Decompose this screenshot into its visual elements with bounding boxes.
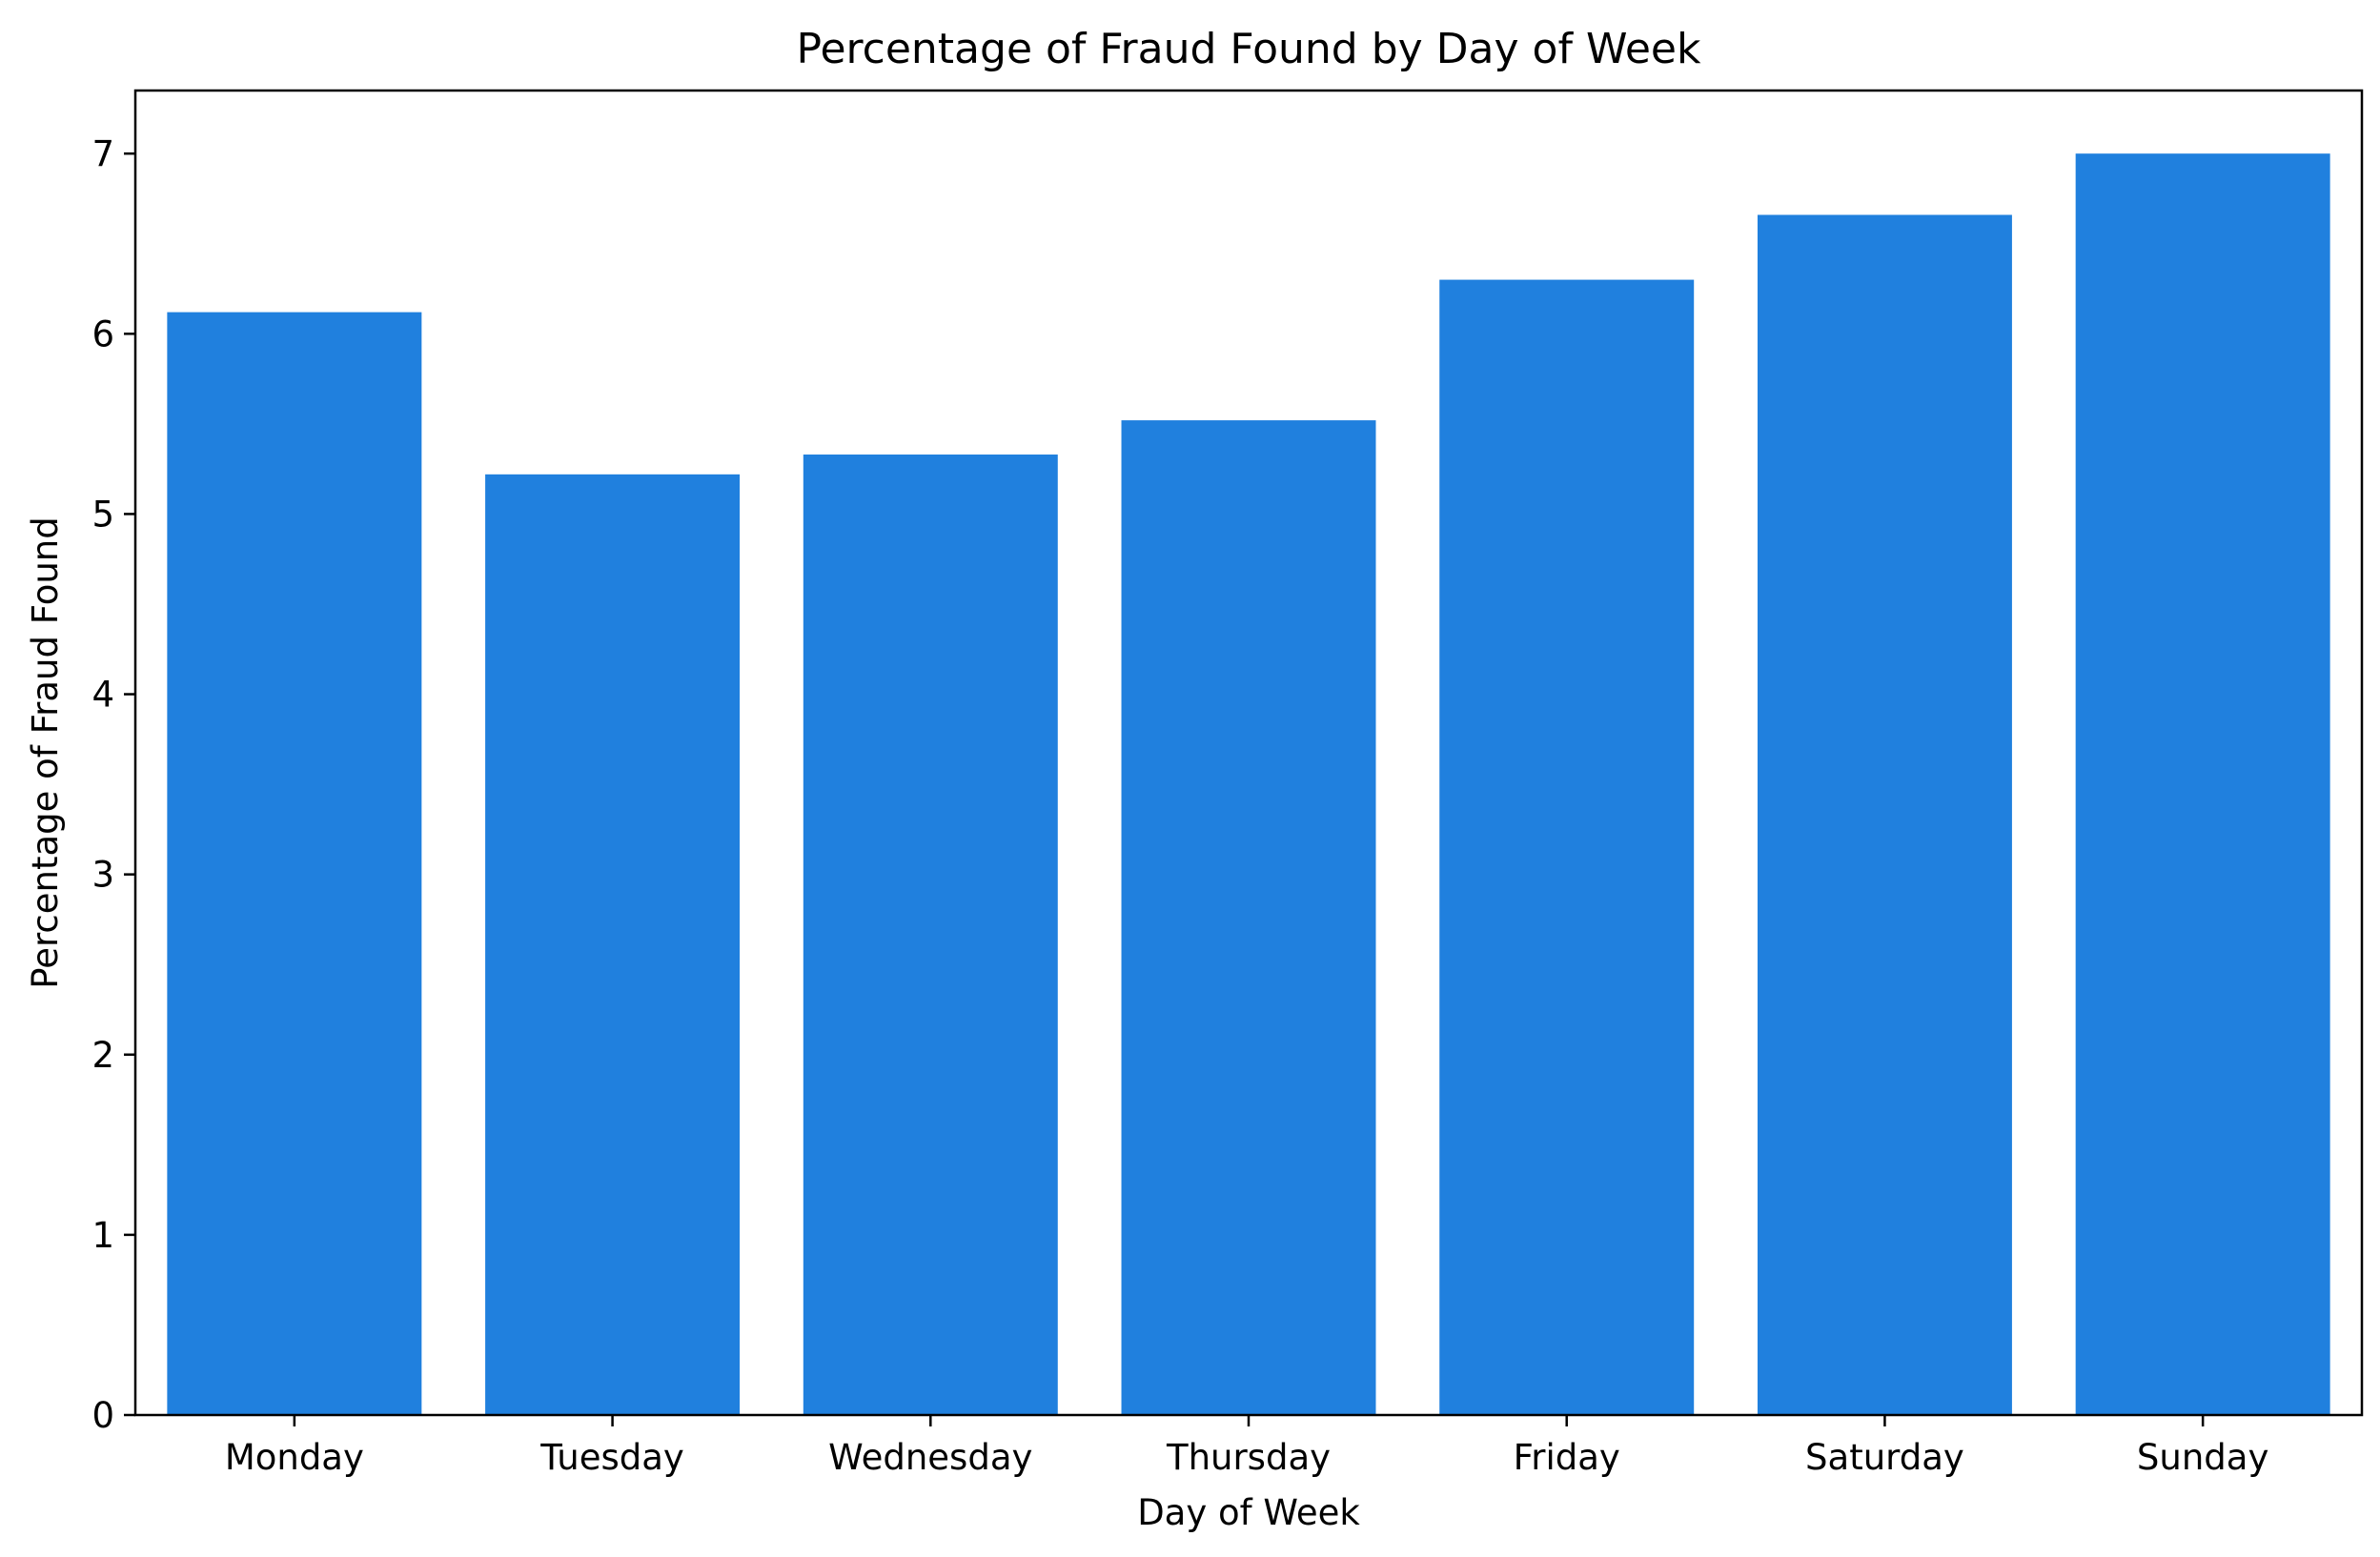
- y-tick-label-1: 1: [92, 1215, 114, 1256]
- bar-thursday: [1121, 420, 1376, 1415]
- x-axis-ticks: Monday Tuesday Wednesday Thursday Friday Satu…: [225, 1415, 2268, 1478]
- bar-monday: [167, 312, 422, 1415]
- chart-title: Percentage of Fraud Found by Day of Week: [797, 25, 1702, 73]
- x-tick-label-sunday: Sunday: [2137, 1437, 2268, 1478]
- x-tick-label-monday: Monday: [225, 1437, 364, 1478]
- x-tick-label-friday: Friday: [1514, 1437, 1620, 1478]
- bar-sunday: [2075, 153, 2330, 1416]
- x-tick-label-tuesday: Tuesday: [539, 1437, 684, 1478]
- y-tick-label-6: 6: [92, 313, 114, 354]
- bar-saturday: [1757, 214, 2012, 1416]
- y-tick-label-5: 5: [92, 494, 114, 535]
- y-tick-label-3: 3: [92, 855, 114, 896]
- x-axis-label: Day of Week: [1137, 1492, 1360, 1533]
- bars-group: [167, 153, 2330, 1416]
- y-tick-label-0: 0: [92, 1395, 114, 1436]
- y-tick-label-7: 7: [92, 133, 114, 174]
- bar-friday: [1439, 279, 1695, 1416]
- y-axis-ticks: 0 1 2 3 4 5 6 7: [92, 133, 135, 1436]
- x-tick-label-thursday: Thursday: [1166, 1437, 1331, 1478]
- bar-tuesday: [485, 474, 741, 1416]
- x-tick-label-wednesday: Wednesday: [828, 1437, 1032, 1478]
- bar-wednesday: [803, 455, 1058, 1415]
- plot-frame: [133, 89, 2364, 1417]
- y-tick-label-2: 2: [92, 1035, 114, 1076]
- y-axis-label: Percentage of Fraud Found: [25, 516, 66, 989]
- y-tick-label-4: 4: [92, 675, 114, 716]
- x-tick-label-saturday: Saturday: [1805, 1437, 1964, 1478]
